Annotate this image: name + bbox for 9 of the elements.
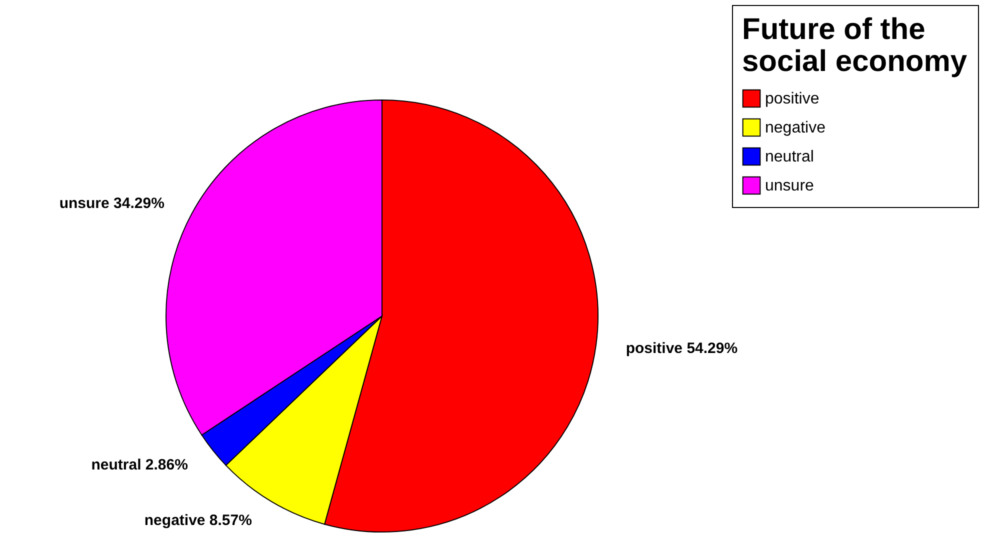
legend-label: negative <box>765 120 826 136</box>
category-label: negative 8.57% <box>144 512 252 529</box>
category-label: positive 54.29% <box>626 340 738 357</box>
legend-label: neutral <box>765 148 814 166</box>
legend-label: positive <box>765 90 820 108</box>
category-label: neutral 2.86% <box>91 456 188 474</box>
category-label: unsure 34.29% <box>59 195 164 212</box>
legend-title: Future of the social economy <box>742 13 968 78</box>
legend-label: unsure <box>765 178 814 194</box>
